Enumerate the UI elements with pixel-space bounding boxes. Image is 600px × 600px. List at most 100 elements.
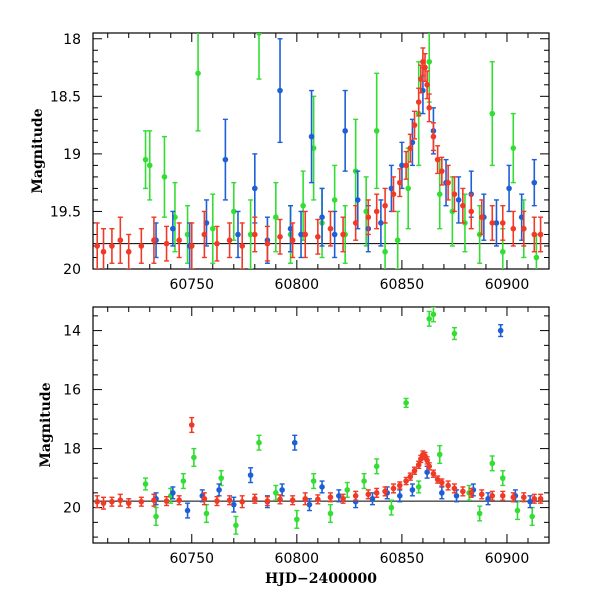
- data-point: [176, 237, 182, 244]
- data-point: [529, 513, 535, 520]
- series-2: [94, 47, 544, 269]
- data-point: [138, 498, 145, 505]
- panel-top: 60750 60800 60850 60900 18 18.5 19 19.5 20 Magni…: [30, 32, 550, 293]
- data-point: [489, 110, 496, 117]
- data-point: [369, 495, 376, 502]
- x-tick-label: 60750: [169, 551, 214, 567]
- data-point: [289, 497, 296, 504]
- y-tick-label: 14: [63, 324, 81, 340]
- plot-frame-bottom: [92, 306, 550, 544]
- data-point: [373, 128, 380, 134]
- data-point: [520, 225, 527, 232]
- data-point: [344, 487, 351, 493]
- data-point: [439, 490, 445, 496]
- y-tick-label: 20: [63, 501, 81, 517]
- data-point: [327, 510, 334, 517]
- data-point: [340, 231, 346, 238]
- data-point: [445, 179, 451, 186]
- data-point: [233, 522, 239, 529]
- data-point: [430, 470, 437, 477]
- data-point: [109, 498, 115, 505]
- data-point: [434, 476, 441, 483]
- data-point: [117, 237, 124, 244]
- data-point: [226, 497, 233, 504]
- data-point: [394, 237, 401, 244]
- data-point: [373, 463, 380, 470]
- data-point: [510, 225, 517, 232]
- data-point: [485, 495, 491, 502]
- x-tick-label: 60850: [380, 551, 425, 567]
- data-point: [306, 501, 313, 508]
- data-point: [94, 498, 101, 505]
- data-point: [361, 478, 367, 484]
- plot-frame-top: [92, 32, 550, 270]
- data-point: [300, 202, 306, 209]
- data-point: [138, 243, 145, 249]
- data-point: [294, 516, 300, 523]
- ticklabels-top: 60750 60800 60850 60900 18 18.5 19 19.5 20: [50, 32, 529, 293]
- data-point: [151, 237, 157, 244]
- data-point: [468, 490, 475, 496]
- data-point: [382, 488, 388, 495]
- x-tick-label: 60900: [485, 551, 530, 567]
- x-tick-label: 60750: [169, 277, 214, 293]
- data-point: [161, 174, 168, 180]
- data-point: [302, 495, 309, 502]
- ticks-bottom: [93, 307, 550, 543]
- data-point: [403, 400, 409, 406]
- data-point: [390, 191, 397, 197]
- series-1: [153, 324, 533, 519]
- data-point: [531, 495, 538, 502]
- x-tick-label: 60800: [275, 551, 320, 567]
- data-point: [252, 495, 258, 502]
- data-point: [239, 498, 245, 505]
- data-point: [201, 495, 208, 502]
- data-point: [424, 469, 430, 476]
- data-point: [142, 156, 149, 163]
- data-point: [222, 156, 229, 163]
- panel-bottom: 60750 60800 60850 60900 14 16 18 20 Magnitude H…: [38, 306, 550, 587]
- data-point: [273, 214, 279, 220]
- y-tick-label: 18: [63, 442, 81, 458]
- points-top: [93, 33, 549, 269]
- data-point: [382, 248, 388, 255]
- data-point: [453, 493, 460, 499]
- data-point: [397, 179, 403, 186]
- data-point: [203, 510, 210, 517]
- y-axis-label-top: Magnitude: [30, 108, 46, 193]
- data-point: [315, 496, 321, 503]
- data-point: [247, 472, 254, 478]
- data-point: [407, 473, 414, 480]
- data-point: [327, 494, 334, 501]
- data-point: [434, 156, 441, 163]
- data-point: [436, 191, 443, 197]
- data-point: [209, 225, 216, 232]
- y-tick-label: 18: [63, 32, 81, 48]
- data-point: [499, 493, 506, 499]
- data-point: [439, 168, 445, 174]
- data-point: [277, 496, 283, 503]
- data-point: [239, 243, 245, 249]
- data-point: [352, 220, 359, 226]
- data-point: [331, 197, 338, 203]
- data-point: [365, 491, 372, 498]
- data-point: [493, 220, 500, 226]
- data-point: [365, 214, 372, 220]
- data-point: [214, 240, 220, 247]
- data-point: [214, 498, 220, 504]
- data-point: [460, 488, 466, 495]
- x-tick-label: 60850: [380, 277, 425, 293]
- data-point: [264, 240, 271, 247]
- data-point: [527, 498, 533, 505]
- data-point: [506, 185, 512, 192]
- data-point: [354, 197, 361, 203]
- data-point: [390, 485, 397, 492]
- data-point: [451, 191, 458, 197]
- data-point: [342, 128, 348, 134]
- data-point: [94, 243, 101, 249]
- data-point: [308, 133, 315, 140]
- data-point: [273, 490, 279, 496]
- ticks-top: [93, 33, 550, 270]
- data-point: [451, 330, 458, 337]
